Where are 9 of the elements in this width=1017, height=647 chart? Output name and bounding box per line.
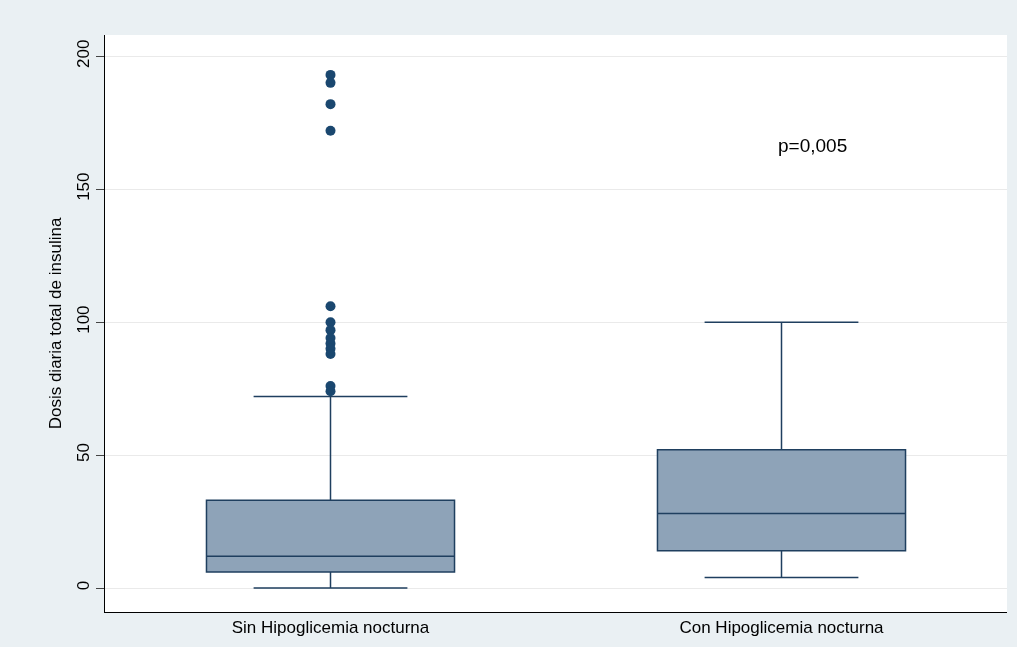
annotation: p=0,005: [778, 135, 848, 156]
x-tick-label: Sin Hipoglicemia nocturna: [231, 618, 430, 638]
y-tick-label: 150: [74, 172, 94, 201]
y-tick-label: 100: [74, 305, 94, 334]
y-axis-title: Dosis diaria total de insulina: [45, 217, 65, 430]
y-tick-label: 0: [74, 580, 94, 591]
x-tick-label: Con Hipoglicemia nocturna: [679, 618, 885, 638]
y-tick-label: 50: [74, 443, 94, 463]
y-tick-label: 200: [74, 39, 94, 68]
